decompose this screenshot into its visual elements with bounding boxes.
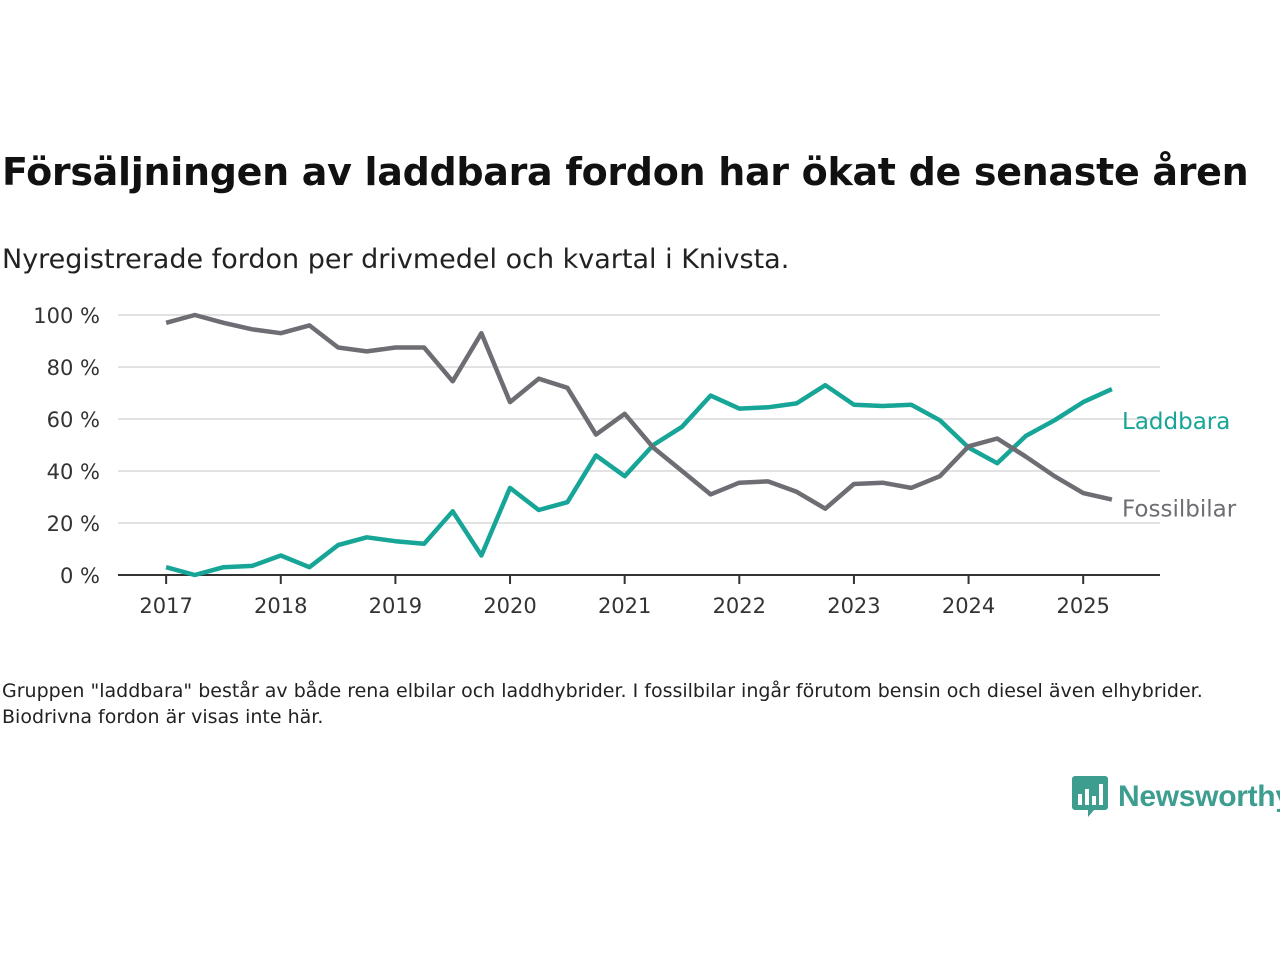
x-tick-label: 2021 (598, 594, 651, 618)
y-tick-label: 0 % (60, 564, 100, 588)
y-axis-ticks: 0 % 20 % 40 % 60 % 80 % 100 % (33, 304, 100, 588)
y-tick-label: 100 % (33, 304, 100, 328)
brand-logo[interactable]: Newsworthy (1072, 776, 1280, 818)
series-label-laddbara: Laddbara (1122, 409, 1230, 435)
y-tick-label: 80 % (47, 356, 100, 380)
chart-title: Försäljningen av laddbara fordon har öka… (2, 150, 1249, 194)
x-axis-ticks: 2017 2018 2019 2020 2021 2022 2023 2024 2025 (118, 574, 1160, 618)
x-tick-label: 2024 (942, 594, 995, 618)
series-label-fossilbilar: Fossilbilar (1122, 497, 1237, 523)
grid-lines (118, 314, 1160, 524)
newsworthy-logo-icon (1072, 776, 1108, 817)
series-lines (165, 312, 1113, 578)
y-tick-label: 20 % (47, 512, 100, 536)
x-tick-label: 2019 (369, 594, 422, 618)
x-tick-label: 2020 (483, 594, 536, 618)
x-tick-label: 2022 (713, 594, 766, 618)
x-tick-label: 2023 (827, 594, 880, 618)
series-line-laddbara (165, 382, 1113, 578)
y-tick-label: 60 % (47, 408, 100, 432)
x-tick-label: 2017 (139, 594, 192, 618)
x-tick-label: 2018 (254, 594, 307, 618)
x-tick-label: 2025 (1056, 594, 1109, 618)
line-chart: 0 % 20 % 40 % 60 % 80 % 100 % 2017 2018 2019 202… (33, 304, 1237, 618)
brand-name: Newsworthy (1118, 780, 1280, 813)
y-tick-label: 40 % (47, 460, 100, 484)
footnote: Gruppen "laddbara" består av både rena e… (2, 680, 1203, 728)
series-labels: Laddbara Fossilbilar (1122, 409, 1237, 522)
series-line-fossilbilar (165, 312, 1113, 511)
chart-subtitle: Nyregistrerade fordon per drivmedel och … (2, 244, 790, 275)
